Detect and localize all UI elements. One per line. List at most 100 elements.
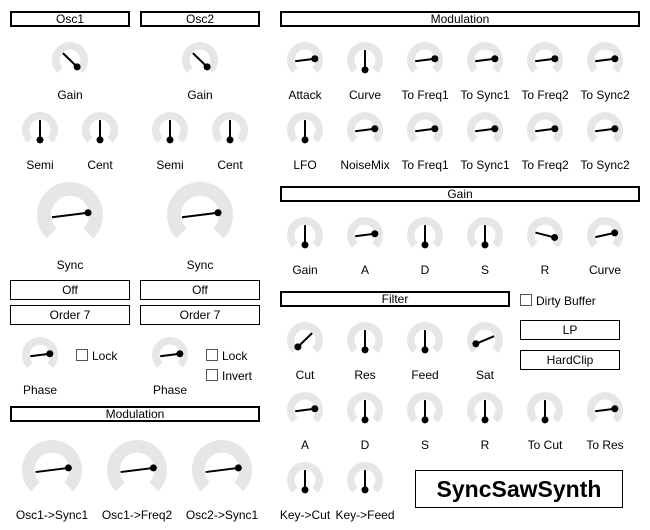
filter-sat-knob[interactable] [465, 320, 505, 360]
osc1-semi-knob[interactable] [20, 110, 60, 150]
plugin-title: SyncSawSynth [415, 470, 623, 508]
gain-release-knob[interactable] [525, 215, 565, 255]
osc1-phase-knob[interactable] [20, 335, 60, 375]
filter-cut-knob[interactable] [285, 320, 325, 360]
dirty-buffer-checkbox[interactable]: Dirty Buffer [520, 294, 596, 308]
osc1-semi-label: Semi [26, 158, 54, 172]
mod-env-to-sync2-label: To Sync2 [580, 88, 630, 102]
mod-lfo-to-freq1-knob[interactable] [405, 110, 445, 150]
knob-track [467, 322, 503, 353]
filter-key-feed-knob[interactable] [345, 460, 385, 500]
osc2-invert-checkbox[interactable]: Invert [206, 369, 252, 383]
osc1-gain-knob[interactable] [50, 40, 90, 80]
filter-type-select[interactable]: LP [520, 320, 620, 340]
knob-pointer-dot [166, 136, 174, 144]
knob-pointer [181, 211, 219, 219]
knob-pointer [205, 466, 239, 474]
knob-track [287, 462, 323, 493]
filter-res-knob[interactable] [345, 320, 385, 360]
osc2-phase-knob[interactable] [150, 335, 190, 375]
mod-noisemix-label: NoiseMix [340, 158, 390, 172]
dirty-buffer-box[interactable] [520, 294, 532, 306]
knob-track [152, 337, 188, 368]
knob-track [527, 42, 563, 73]
filter-key-cut-knob[interactable] [285, 460, 325, 500]
osc2-order-select[interactable]: Order 7 [140, 305, 260, 325]
filter-release-knob[interactable] [465, 390, 505, 430]
gain-sustain-knob[interactable] [465, 215, 505, 255]
gain-decay-knob[interactable] [405, 215, 445, 255]
filter-sustain-knob[interactable] [405, 390, 445, 430]
osc2-sync-knob[interactable] [165, 180, 235, 250]
knob-pointer-dot [481, 416, 489, 424]
mod-env-to-sync2-knob[interactable] [585, 40, 625, 80]
knob-pointer-dot [311, 405, 319, 413]
osc2-lock-box[interactable] [206, 349, 218, 361]
filter-to-cut-knob[interactable] [525, 390, 565, 430]
osc2-semi-knob[interactable] [150, 110, 190, 150]
mod-lfo-to-sync2-knob[interactable] [585, 110, 625, 150]
knob-track [347, 392, 383, 423]
knob-track [167, 182, 233, 239]
mod-noisemix-knob[interactable] [345, 110, 385, 150]
mod-env-to-freq1-knob[interactable] [405, 40, 445, 80]
osc1-order-select[interactable]: Order 7 [10, 305, 130, 325]
knob-pointer-dot [611, 125, 619, 133]
knob-track [347, 217, 383, 248]
filter-key-feed-label: Key->Feed [335, 508, 395, 522]
knob-pointer [35, 466, 69, 474]
filter-attack-knob[interactable] [285, 390, 325, 430]
gain-gain-knob[interactable] [285, 215, 325, 255]
mod-env-to-freq2-label: To Freq2 [521, 88, 569, 102]
osc2-cent-knob[interactable] [210, 110, 250, 150]
filter-clip-select[interactable]: HardClip [520, 350, 620, 370]
osc1-to-freq2-knob[interactable] [105, 438, 169, 502]
osc2-mode-select[interactable]: Off [140, 280, 260, 300]
gain-attack-knob[interactable] [345, 215, 385, 255]
knob-track [22, 337, 58, 368]
filter-decay-knob[interactable] [345, 390, 385, 430]
osc1-lock-box[interactable] [76, 349, 88, 361]
filter-feed-knob[interactable] [405, 320, 445, 360]
knob-pointer-dot [361, 486, 369, 494]
osc2-gain-knob[interactable] [180, 40, 220, 80]
gain-curve-knob[interactable] [585, 215, 625, 255]
knob-track [287, 217, 323, 248]
mod-lfo-knob[interactable] [285, 110, 325, 150]
knob-pointer-dot [481, 241, 489, 249]
gain-decay-label: D [420, 263, 430, 277]
knob-track [407, 392, 443, 423]
knob-track [22, 440, 82, 492]
knob-track [587, 392, 623, 423]
knob-track [587, 217, 623, 248]
knob-track [347, 462, 383, 493]
osc1-to-sync1-knob[interactable] [20, 438, 84, 502]
osc1-sync-knob[interactable] [35, 180, 105, 250]
mod-curve-knob[interactable] [345, 40, 385, 80]
mod-attack-knob[interactable] [285, 40, 325, 80]
filter-to-res-knob[interactable] [585, 390, 625, 430]
mod-env-to-sync1-knob[interactable] [465, 40, 505, 80]
knob-pointer-dot [371, 125, 379, 133]
osc2-invert-box[interactable] [206, 369, 218, 381]
osc1-cent-label: Cent [87, 158, 113, 172]
gain-curve-label: Curve [588, 263, 621, 277]
osc2-to-sync1-knob[interactable] [190, 438, 254, 502]
knob-track [527, 217, 563, 248]
filter-res-label: Res [354, 368, 376, 382]
knob-track [22, 112, 58, 143]
knob-pointer-dot [371, 230, 379, 238]
knob-pointer-dot [301, 241, 309, 249]
mod-lfo-to-sync1-knob[interactable] [465, 110, 505, 150]
osc2-sync-label: Sync [186, 258, 214, 272]
knob-pointer-dot [301, 486, 309, 494]
knob-track [527, 392, 563, 423]
osc1-mode-select[interactable]: Off [10, 280, 130, 300]
mod-env-to-freq2-knob[interactable] [525, 40, 565, 80]
knob-pointer-dot [361, 416, 369, 424]
osc1-lock-checkbox[interactable]: Lock [76, 349, 117, 363]
mod-lfo-to-freq2-knob[interactable] [525, 110, 565, 150]
osc1-cent-knob[interactable] [80, 110, 120, 150]
osc2-lock-checkbox[interactable]: Lock [206, 349, 247, 363]
filter-decay-label: D [360, 438, 370, 452]
